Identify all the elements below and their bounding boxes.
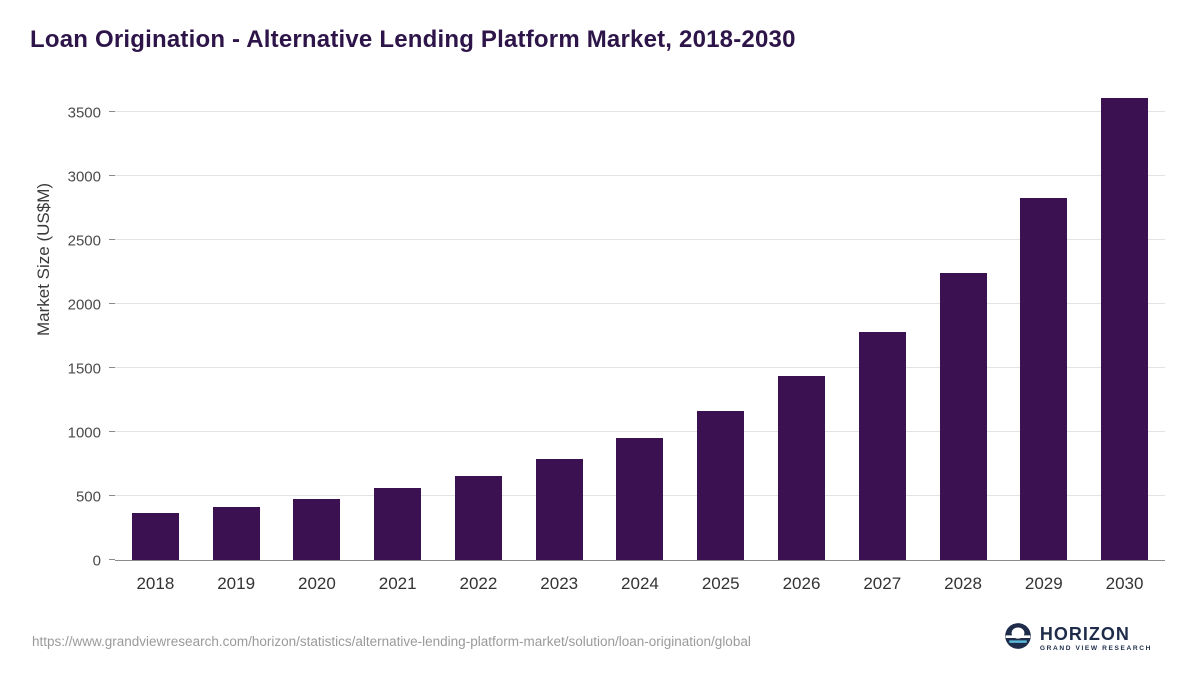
y-tick-mark	[109, 239, 115, 240]
y-tick-label: 2000	[67, 296, 101, 313]
y-tick-label: 0	[92, 552, 101, 569]
y-tick-label: 3000	[67, 168, 101, 185]
bar-2028	[939, 273, 987, 560]
bar-2023	[535, 458, 583, 560]
chart-title: Loan Origination - Alternative Lending P…	[30, 26, 796, 53]
logo-text: HORIZON GRAND VIEW RESEARCH	[1040, 625, 1152, 653]
x-tick-label-2023: 2023	[540, 574, 579, 593]
x-tick-label-2027: 2027	[863, 574, 902, 593]
gridline-3000	[115, 175, 1165, 176]
bar-slot-2028: 2028	[923, 112, 1003, 593]
x-tick-label-2020: 2020	[297, 574, 336, 593]
bar-slot-2029: 2029	[1004, 112, 1084, 593]
x-tick-label-2025: 2025	[701, 574, 740, 593]
bar-slot-2022: 2022	[438, 112, 518, 593]
bar-slot-2026: 2026	[762, 112, 842, 593]
bar-2021	[374, 487, 422, 560]
bar-2022	[454, 475, 502, 560]
y-tick-mark	[109, 559, 115, 560]
bar-2018	[131, 513, 179, 560]
bar-slot-2020: 2020	[277, 112, 357, 593]
y-tick-mark	[109, 431, 115, 432]
bar-slot-2030: 2030	[1085, 97, 1165, 593]
footer: https://www.grandviewresearch.com/horizo…	[0, 613, 1200, 675]
bar-2019	[212, 506, 260, 560]
y-tick-label: 1000	[67, 424, 101, 441]
source-url[interactable]: https://www.grandviewresearch.com/horizo…	[32, 634, 751, 649]
horizon-logo: HORIZON GRAND VIEW RESEARCH	[1004, 622, 1152, 655]
logo-subtitle: GRAND VIEW RESEARCH	[1039, 644, 1152, 652]
gridline-1000	[115, 431, 1165, 432]
x-tick-label-2029: 2029	[1024, 574, 1063, 593]
gridline-2500	[115, 239, 1165, 240]
bar-2026	[778, 375, 825, 560]
horizon-logo-icon	[1004, 622, 1032, 655]
x-tick-label-2019: 2019	[217, 574, 256, 593]
bar-slot-2024: 2024	[600, 112, 680, 593]
x-tick-label-2030: 2030	[1105, 574, 1144, 593]
y-tick-mark	[109, 495, 115, 496]
y-axis-title: Market Size (US$M)	[34, 182, 53, 336]
bar-2024	[616, 438, 664, 560]
bar-2025	[697, 410, 745, 560]
bar-2030	[1101, 97, 1149, 560]
y-tick-label: 3500	[67, 104, 101, 121]
plot-area: 0 500 1000 1500 2000 2500 3000 3500 2018 2019 202…	[68, 97, 1165, 593]
bar-slot-2018: 2018	[115, 112, 195, 593]
chart-area: 0 500 1000 1500 2000 2500 3000 3500 2018 2019 202…	[68, 97, 1165, 593]
x-tick-label-2018: 2018	[136, 574, 175, 593]
y-tick-label: 500	[75, 488, 101, 505]
y-tick-label: 2500	[67, 232, 101, 249]
x-tick-label-2024: 2024	[621, 574, 659, 593]
bar-slot-2027: 2027	[842, 112, 922, 593]
x-tick-label-2028: 2028	[944, 574, 982, 593]
bar-slot-2025: 2025	[681, 112, 761, 593]
y-tick-mark	[109, 303, 115, 304]
y-tick-label: 1500	[67, 360, 101, 377]
x-tick-label-2026: 2026	[782, 574, 821, 593]
bar-2029	[1020, 198, 1068, 560]
y-tick-mark	[109, 111, 115, 112]
bar-slot-2021: 2021	[358, 112, 438, 593]
bar-2027	[858, 331, 906, 560]
bar-slot-2019: 2019	[196, 112, 276, 593]
gridline-2000	[115, 303, 1165, 304]
y-tick-mark	[109, 367, 115, 368]
logo-name: HORIZON	[1039, 623, 1130, 644]
bar-2020	[293, 498, 341, 560]
bars-layer: 2018 2019 2020 2021 2022 2023 2024 2025 2026 2027…	[115, 97, 1165, 593]
y-tick-mark	[109, 175, 115, 176]
x-tick-label-2022: 2022	[459, 574, 498, 593]
bar-slot-2023: 2023	[519, 112, 599, 593]
gridline-1500	[115, 367, 1165, 368]
gridline-3500	[115, 111, 1165, 112]
x-tick-label-2021: 2021	[378, 574, 417, 593]
